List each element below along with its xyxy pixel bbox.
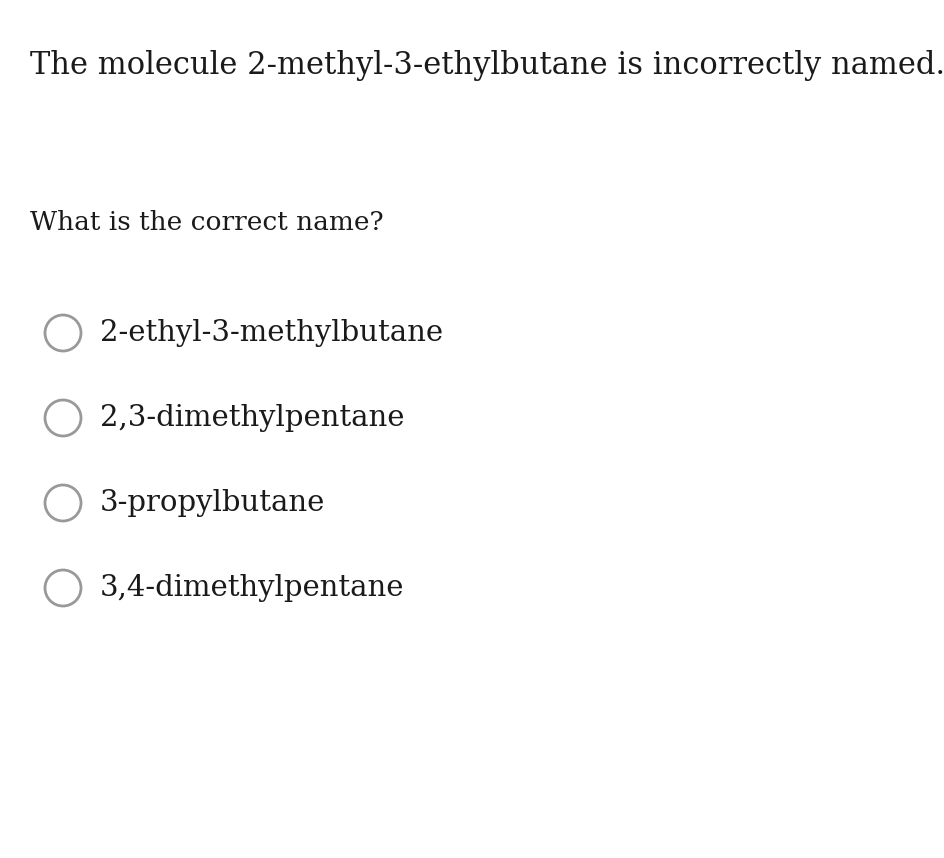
Text: The molecule 2-methyl-3-ethylbutane is incorrectly named.: The molecule 2-methyl-3-ethylbutane is i… [30, 50, 944, 81]
Text: 3,4-dimethylpentane: 3,4-dimethylpentane [100, 574, 404, 602]
Text: 2-ethyl-3-methylbutane: 2-ethyl-3-methylbutane [100, 319, 443, 347]
Text: 2,3-dimethylpentane: 2,3-dimethylpentane [100, 404, 404, 432]
Text: 3-propylbutane: 3-propylbutane [100, 489, 326, 517]
Text: What is the correct name?: What is the correct name? [30, 210, 383, 235]
